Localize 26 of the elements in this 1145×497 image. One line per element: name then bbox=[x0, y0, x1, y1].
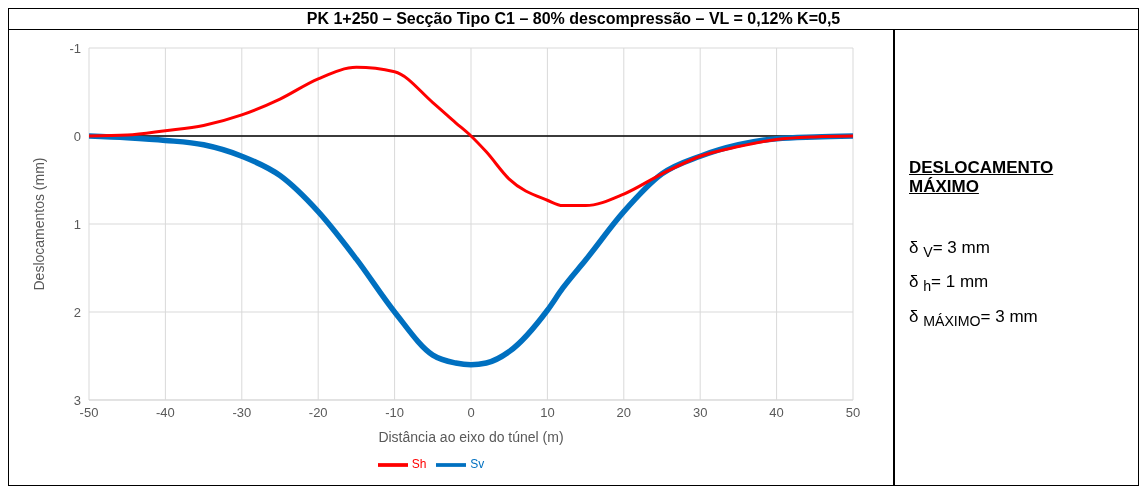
y-tick-label: 1 bbox=[73, 216, 81, 232]
x-tick-label: -10 bbox=[385, 405, 404, 421]
x-tick-label: 0 bbox=[467, 405, 475, 421]
x-tick-label: -50 bbox=[79, 405, 99, 421]
legend-label: Sh bbox=[411, 457, 427, 472]
text: δ $_{MÁXIMO}$= 3 mm bbox=[909, 306, 1039, 330]
x-tick-label: 50 bbox=[845, 405, 861, 421]
x-tick-label: -40 bbox=[156, 405, 175, 421]
line-series bbox=[89, 65, 853, 208]
x-tick-label: 40 bbox=[769, 405, 784, 421]
x-tick-label: -20 bbox=[308, 405, 328, 421]
x-tick-label: 20 bbox=[616, 405, 632, 421]
legend-label: Sv bbox=[470, 457, 485, 472]
chart-title: PK 1+250 – Secção Tipo C1 – 80% descompressão – VL = 0,12% K=0,5 bbox=[9, 9, 1138, 30]
text: δ $_{V}$= 3 mm bbox=[909, 238, 991, 261]
x-axis-title: Distância ao eixo do túnel (m) bbox=[378, 429, 564, 445]
text: δ $_{h}$= 1 mm bbox=[909, 272, 990, 295]
x-tick-label: 30 bbox=[692, 405, 708, 421]
y-tick-label: 2 bbox=[73, 304, 81, 320]
y-tick-label: 0 bbox=[73, 128, 81, 144]
y-tick-label: 3 bbox=[73, 392, 81, 408]
text: DESLOCAMENTO MÁXIMO bbox=[909, 158, 1055, 196]
x-tick-label: -30 bbox=[232, 405, 252, 421]
y-axis-title: Deslocamentos (mm) bbox=[30, 157, 47, 291]
y-tick-label: -1 bbox=[69, 40, 81, 56]
x-tick-label: 10 bbox=[540, 405, 555, 421]
